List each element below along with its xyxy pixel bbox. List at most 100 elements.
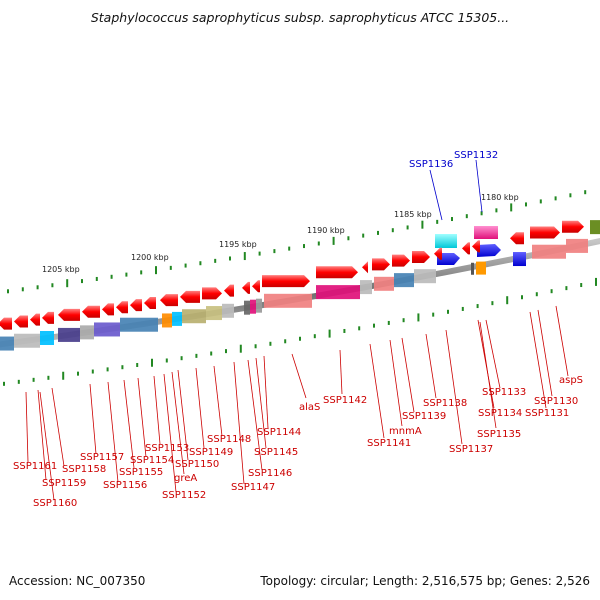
inner-tick bbox=[432, 312, 435, 317]
label-leader bbox=[195, 367, 205, 449]
annotation-segment bbox=[40, 330, 54, 345]
gene-label[interactable]: SSP1130 bbox=[534, 396, 578, 407]
gene-arrow bbox=[14, 315, 28, 328]
label-leader bbox=[401, 337, 415, 413]
gene-marker bbox=[476, 261, 486, 275]
label-leader bbox=[39, 391, 55, 501]
kbp-tick bbox=[421, 220, 424, 229]
gene-label[interactable]: SSP1147 bbox=[231, 482, 275, 493]
gene-label[interactable]: SSP1154 bbox=[130, 455, 174, 466]
gene-label[interactable]: SSP1161 bbox=[13, 461, 57, 472]
inner-tick bbox=[210, 351, 213, 356]
gene-label[interactable]: SSP1133 bbox=[482, 387, 526, 398]
inner-tick bbox=[269, 341, 272, 346]
gene-arrow bbox=[82, 305, 100, 318]
gene-label[interactable]: SSP1141 bbox=[367, 438, 411, 449]
gene-block[interactable] bbox=[435, 234, 457, 248]
kbp-tick bbox=[539, 199, 542, 204]
kbp-tick bbox=[66, 279, 69, 288]
inner-tick bbox=[506, 296, 509, 305]
kbp-tick bbox=[436, 219, 439, 224]
gene-block[interactable] bbox=[474, 226, 498, 239]
gene-label[interactable]: greA bbox=[174, 473, 197, 484]
label-leader bbox=[171, 371, 185, 475]
annotation-segment bbox=[316, 285, 360, 300]
kbp-label: 1180 kbp bbox=[481, 193, 519, 202]
gene-arrow bbox=[30, 313, 40, 326]
gene-label[interactable]: SSP1148 bbox=[207, 434, 251, 445]
label-leaders bbox=[25, 305, 569, 501]
annotation-band bbox=[0, 238, 588, 351]
gene-label[interactable]: SSP1159 bbox=[42, 478, 86, 489]
gene-label[interactable]: SSP1145 bbox=[254, 447, 298, 458]
gene-marker bbox=[590, 220, 600, 235]
inner-tick bbox=[17, 379, 20, 384]
kbp-tick bbox=[465, 214, 468, 219]
annotation-segment bbox=[14, 333, 40, 348]
gene-arrow bbox=[472, 240, 480, 253]
gene-label-ssp1132[interactable]: SSP1132 bbox=[454, 150, 498, 161]
annotation-segment bbox=[250, 299, 256, 314]
gene-arrow[interactable] bbox=[477, 244, 501, 257]
inner-tick bbox=[328, 329, 331, 338]
highlighted-genes bbox=[435, 226, 501, 265]
kbp-label: 1190 kbp bbox=[307, 226, 345, 235]
gene-label[interactable]: SSP1137 bbox=[449, 444, 493, 455]
gene-arrow bbox=[202, 287, 222, 300]
gene-label[interactable]: SSP1157 bbox=[80, 452, 124, 463]
annotation-segment bbox=[394, 273, 414, 288]
gene-label[interactable]: aspS bbox=[559, 375, 583, 386]
gene-label[interactable]: SSP1155 bbox=[119, 467, 163, 478]
gene-label[interactable]: SSP1158 bbox=[62, 464, 106, 475]
label-leader bbox=[263, 355, 269, 429]
gene-label[interactable]: mnmA bbox=[389, 426, 422, 437]
gene-label[interactable]: SSP1134 bbox=[478, 408, 522, 419]
kbp-tick bbox=[243, 252, 246, 261]
gene-label[interactable]: SSP1131 bbox=[525, 408, 569, 419]
gene-label[interactable]: SSP1142 bbox=[323, 395, 367, 406]
inner-tick bbox=[373, 323, 375, 328]
kbp-label: 1205 kbp bbox=[42, 265, 80, 274]
gene-label[interactable]: SSP1138 bbox=[423, 398, 467, 409]
annotation-segment bbox=[374, 276, 394, 291]
genome-title: Staphylococcus saprophyticus subsp. sapr… bbox=[90, 10, 510, 25]
inner-tick bbox=[91, 369, 94, 374]
gene-label[interactable]: SSP1156 bbox=[103, 480, 147, 491]
label-leader bbox=[213, 365, 223, 437]
gene-label[interactable]: SSP1144 bbox=[257, 427, 301, 438]
inner-tick bbox=[195, 353, 198, 358]
kbp-tick bbox=[480, 211, 483, 216]
gene-label[interactable]: SSP1146 bbox=[248, 468, 292, 479]
gene-label[interactable]: alaS bbox=[299, 402, 320, 413]
gene-arrow bbox=[242, 281, 250, 294]
kbp-scale-labels: 1205 kbp 1200 kbp 1195 kbp 1190 kbp 1185… bbox=[42, 193, 519, 274]
inner-tick bbox=[476, 304, 479, 309]
gene-arrow bbox=[252, 280, 260, 293]
kbp-tick bbox=[273, 249, 276, 254]
gene-label[interactable]: SSP1160 bbox=[33, 498, 77, 509]
inner-tick bbox=[254, 344, 257, 349]
label-leader bbox=[163, 373, 177, 493]
gene-label-ssp1136[interactable]: SSP1136 bbox=[409, 159, 453, 170]
gene-label[interactable]: SSP1149 bbox=[189, 447, 233, 458]
gene-arrow[interactable] bbox=[437, 253, 460, 265]
label-leader bbox=[89, 383, 97, 455]
kbp-tick bbox=[584, 190, 587, 195]
kbp-label: 1200 kbp bbox=[131, 253, 169, 262]
gene-label[interactable]: SSP1135 bbox=[477, 429, 521, 440]
kbp-tick bbox=[347, 236, 350, 241]
inner-tick bbox=[358, 326, 361, 331]
gene-label[interactable]: SSP1152 bbox=[162, 490, 206, 501]
inner-tick bbox=[32, 377, 35, 382]
gene-arrow bbox=[372, 258, 390, 271]
kbp-tick bbox=[81, 279, 83, 284]
gene-label[interactable]: SSP1150 bbox=[175, 459, 219, 470]
accession-text: Accession: NC_007350 bbox=[9, 574, 146, 588]
inner-tick bbox=[136, 362, 139, 367]
gene-arrow bbox=[362, 261, 368, 274]
gene-arrow bbox=[562, 220, 584, 233]
gene-label[interactable]: SSP1153 bbox=[145, 443, 189, 454]
annotation-segment bbox=[206, 306, 222, 321]
gene-label[interactable]: SSP1139 bbox=[402, 411, 446, 422]
